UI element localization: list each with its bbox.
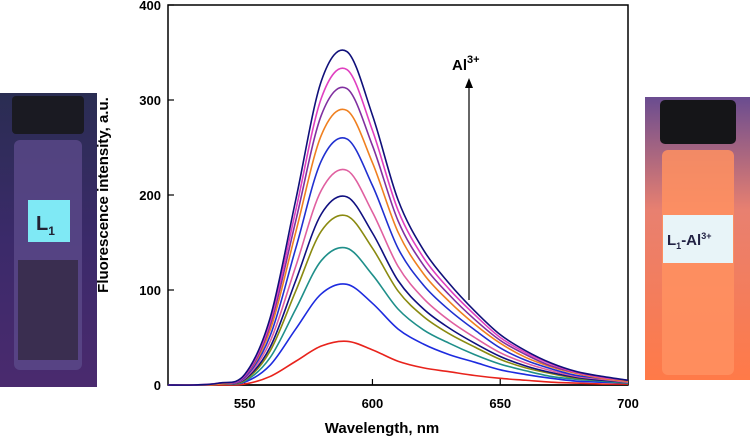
y-tick-label: 200 [139, 188, 161, 203]
x-tick-label: 550 [234, 396, 256, 411]
y-tick-label: 0 [154, 378, 161, 393]
series-line [167, 246, 629, 386]
x-tick-label: 700 [617, 396, 639, 411]
annotation: Al3+ [452, 54, 480, 74]
annotation-text: Al [452, 57, 467, 74]
label-rest: -Al [681, 232, 701, 249]
label: L [36, 213, 48, 235]
subscript: 1 [48, 224, 55, 238]
right-photo: L1-Al3+ [645, 97, 750, 380]
left-photo: L1 [0, 93, 97, 387]
y-axis-title: Fluorescence intensity, a.u. [95, 97, 112, 293]
series-line [167, 86, 629, 386]
annotation-sup: 3+ [467, 54, 480, 66]
vial-label: L1-Al3+ [667, 231, 711, 251]
superscript: 3+ [701, 231, 711, 241]
series-line [167, 214, 629, 386]
series-line [167, 137, 629, 386]
x-axis-title: Wavelength, nm [325, 420, 439, 437]
arrowhead [465, 78, 473, 88]
label: L [667, 232, 676, 249]
x-tick-label: 650 [489, 396, 511, 411]
y-tick-label: 100 [139, 283, 161, 298]
series-line [167, 49, 629, 386]
vial-label: L1 [36, 213, 55, 238]
series-line [167, 67, 629, 386]
x-tick-label: 600 [362, 396, 384, 411]
y-tick-label: 300 [139, 93, 161, 108]
y-tick-label: 400 [139, 0, 161, 13]
series-line [168, 340, 629, 386]
subscript: 1 [676, 241, 681, 251]
series-line [167, 283, 629, 386]
